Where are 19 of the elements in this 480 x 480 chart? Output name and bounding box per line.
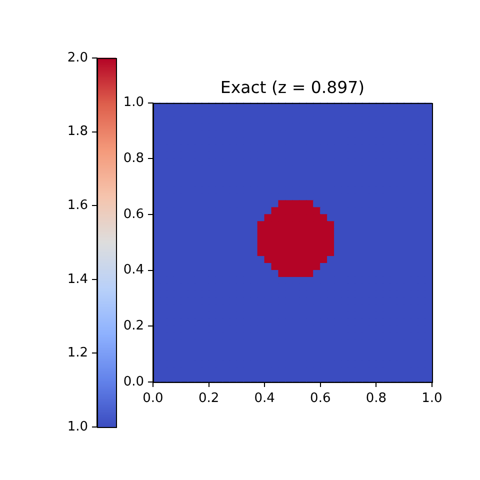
y-tick-label: 0.8: [123, 151, 144, 166]
color-bar-label: 1.8: [67, 124, 88, 140]
x-tick-label: 1.0: [422, 391, 442, 406]
y-tick-label: 0.0: [123, 374, 144, 390]
x-tick-label: 0.8: [366, 391, 387, 406]
color-bar-label: 1.4: [67, 272, 88, 287]
color-bar-label: 1.0: [67, 419, 88, 434]
x-tick-label: 0.2: [198, 391, 220, 406]
x-tick-label: 0.0: [142, 391, 164, 406]
y-tick-label: 0.6: [123, 206, 144, 222]
color-bar-label: 1.6: [67, 198, 88, 213]
x-tick-label: 0.4: [254, 391, 275, 406]
color-bar-label: 2.0: [67, 50, 88, 66]
y-tick-label: 0.2: [123, 318, 144, 334]
x-tick-label: 0.6: [310, 391, 331, 406]
color-bar-label: 1.2: [67, 346, 88, 361]
y-tick-label: 0.4: [123, 262, 144, 278]
y-tick-label: 1.0: [123, 95, 144, 110]
chart-title: Exact (z = 0.897): [220, 78, 365, 98]
